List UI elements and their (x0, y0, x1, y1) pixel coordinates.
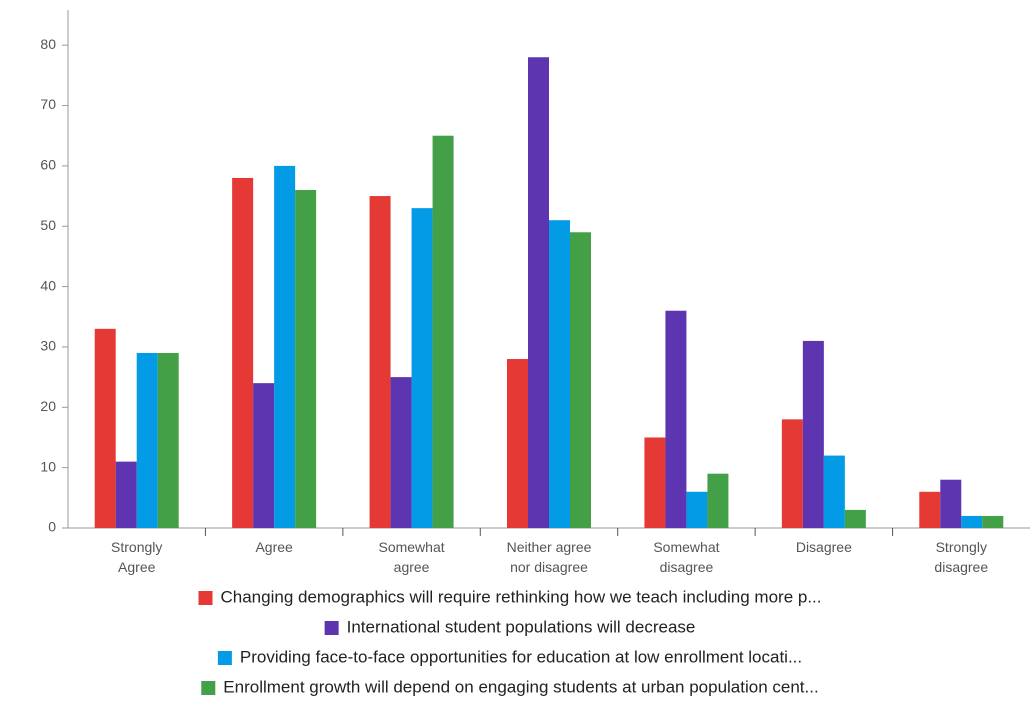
x-tick-label: Agree (255, 539, 293, 555)
legend-swatch (324, 621, 339, 635)
x-tick-label: Neither agree nor disagree (507, 539, 592, 575)
bar (115, 461, 137, 528)
y-tick-label: 80 (40, 36, 56, 52)
bar (940, 479, 962, 528)
legend-label: Enrollment growth will depend on engagin… (223, 677, 818, 696)
bar (274, 165, 296, 528)
bar (411, 208, 433, 529)
legend-item: Providing face-to-face opportunities for… (217, 647, 802, 666)
x-tick-label: Somewhat disagree (653, 539, 719, 575)
bar (961, 515, 983, 528)
legend-swatch (217, 651, 232, 665)
y-tick-label: 60 (40, 157, 56, 173)
bar (570, 232, 591, 529)
legend-label: International student populations will d… (347, 617, 696, 636)
bar (253, 383, 275, 528)
bar (844, 509, 866, 528)
bar (157, 352, 179, 528)
bar (94, 328, 116, 528)
bar (507, 359, 528, 528)
bar (665, 310, 687, 528)
bar (802, 340, 824, 528)
bar (528, 57, 549, 528)
bar (982, 515, 1004, 528)
bar (549, 220, 570, 528)
legend: Changing demographics will require rethi… (198, 587, 822, 696)
legend-label: Changing demographics will require rethi… (221, 587, 822, 606)
bar (232, 177, 254, 528)
y-tick-label: 20 (40, 398, 56, 414)
bar (919, 491, 941, 528)
bar (136, 352, 158, 528)
bar (369, 196, 391, 528)
y-tick-label: 40 (40, 277, 56, 293)
legend-item: Changing demographics will require rethi… (198, 587, 822, 606)
legend-item: International student populations will d… (324, 617, 696, 636)
legend-swatch (198, 591, 213, 605)
x-tick-label: Disagree (796, 539, 852, 555)
legend-label: Providing face-to-face opportunities for… (240, 647, 802, 666)
bar (390, 377, 412, 528)
bar (644, 437, 666, 528)
y-tick-label: 70 (40, 96, 56, 112)
y-tick-label: 10 (40, 458, 56, 474)
x-tick-label: Strongly disagree (934, 539, 988, 575)
y-tick-label: 50 (40, 217, 56, 233)
x-tick-label: Strongly Agree (111, 539, 162, 575)
x-tick-label: Somewhat agree (378, 539, 444, 575)
bar (295, 190, 317, 528)
legend-swatch (201, 681, 216, 695)
legend-item: Enrollment growth will depend on engagin… (201, 677, 819, 696)
bar (823, 455, 845, 528)
bar (707, 473, 729, 528)
y-tick-label: 0 (48, 519, 56, 535)
bar (432, 135, 454, 529)
bar (686, 491, 708, 528)
y-tick-label: 30 (40, 338, 56, 354)
bar (781, 419, 803, 528)
